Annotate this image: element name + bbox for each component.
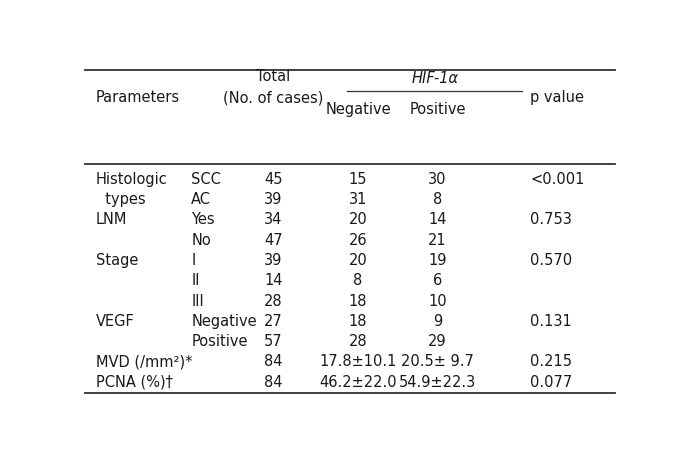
Text: 27: 27	[264, 314, 283, 329]
Text: 84: 84	[264, 375, 283, 390]
Text: LNM: LNM	[96, 212, 127, 227]
Text: 31: 31	[349, 192, 367, 207]
Text: 57: 57	[264, 334, 283, 349]
Text: 0.131: 0.131	[530, 314, 572, 329]
Text: 47: 47	[264, 233, 283, 248]
Text: 0.077: 0.077	[530, 375, 572, 390]
Text: Negative: Negative	[191, 314, 257, 329]
Text: 46.2±22.0: 46.2±22.0	[319, 375, 397, 390]
Text: 29: 29	[428, 334, 447, 349]
Text: III: III	[191, 294, 204, 308]
Text: Positive: Positive	[409, 102, 466, 117]
Text: 14: 14	[428, 212, 447, 227]
Text: 20: 20	[348, 253, 367, 268]
Text: 17.8±10.1: 17.8±10.1	[319, 354, 397, 369]
Text: PCNA (%)†: PCNA (%)†	[96, 375, 173, 390]
Text: Stage: Stage	[96, 253, 139, 268]
Text: I: I	[191, 253, 195, 268]
Text: Yes: Yes	[191, 212, 215, 227]
Text: Positive: Positive	[191, 334, 248, 349]
Text: 8: 8	[433, 192, 442, 207]
Text: 6: 6	[433, 273, 442, 288]
Text: (No. of cases): (No. of cases)	[223, 90, 324, 105]
Text: <0.001: <0.001	[530, 172, 585, 187]
Text: VEGF: VEGF	[96, 314, 135, 329]
Text: 28: 28	[348, 334, 367, 349]
Text: 0.570: 0.570	[530, 253, 572, 268]
Text: 18: 18	[349, 294, 367, 308]
Text: HIF-1α: HIF-1α	[411, 71, 458, 86]
Text: 18: 18	[349, 314, 367, 329]
Text: 14: 14	[264, 273, 283, 288]
Text: MVD (/mm²)*: MVD (/mm²)*	[96, 354, 193, 369]
Text: II: II	[191, 273, 199, 288]
Text: 21: 21	[428, 233, 447, 248]
Text: p value: p value	[530, 90, 584, 105]
Text: 30: 30	[428, 172, 447, 187]
Text: 20.5± 9.7: 20.5± 9.7	[401, 354, 474, 369]
Text: AC: AC	[191, 192, 211, 207]
Text: 39: 39	[264, 253, 283, 268]
Text: 20: 20	[348, 212, 367, 227]
Text: 34: 34	[264, 212, 283, 227]
Text: 15: 15	[349, 172, 367, 187]
Text: SCC: SCC	[191, 172, 221, 187]
Text: Negative: Negative	[325, 102, 391, 117]
Text: 19: 19	[428, 253, 447, 268]
Text: 8: 8	[353, 273, 363, 288]
Text: Histologic: Histologic	[96, 172, 168, 187]
Text: 0.215: 0.215	[530, 354, 572, 369]
Text: 39: 39	[264, 192, 283, 207]
Text: 26: 26	[348, 233, 367, 248]
Text: 0.753: 0.753	[530, 212, 572, 227]
Text: 54.9±22.3: 54.9±22.3	[399, 375, 476, 390]
Text: 10: 10	[428, 294, 447, 308]
Text: 84: 84	[264, 354, 283, 369]
Text: Parameters: Parameters	[96, 90, 180, 105]
Text: 9: 9	[433, 314, 442, 329]
Text: 45: 45	[264, 172, 283, 187]
Text: No: No	[191, 233, 211, 248]
Text: Total: Total	[256, 69, 290, 84]
Text: types: types	[96, 192, 145, 207]
Text: 28: 28	[264, 294, 283, 308]
